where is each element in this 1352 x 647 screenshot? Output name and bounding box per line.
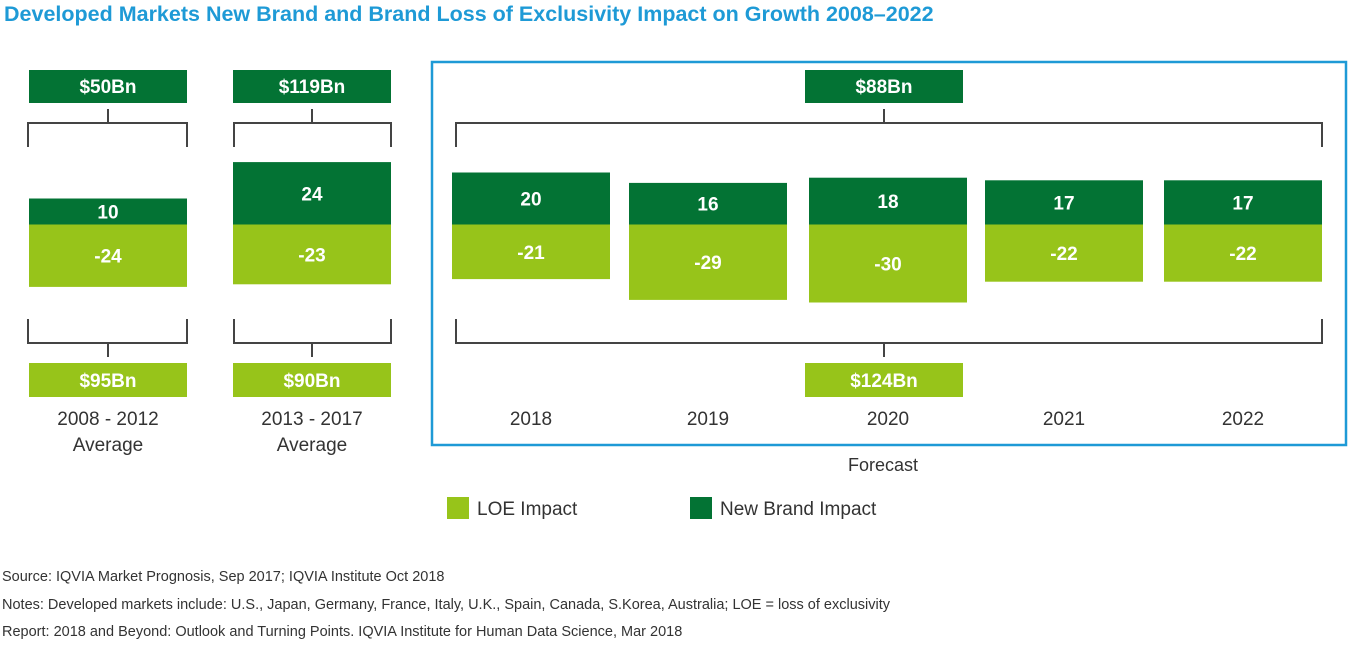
loe-value-label-0: -24: [94, 247, 122, 268]
loe-total-box-2: [805, 363, 963, 397]
chart-area: 10 -24 24 -23 20 -21 16 -29 18 -30 17 -22 17 -22 $50Bn…: [27, 60, 1348, 520]
new-brand-bar-2: [452, 172, 610, 225]
new-brand-bar-5: [985, 180, 1143, 225]
loe-total-box-0: [29, 363, 187, 397]
loe-value-label-5: -22: [1050, 244, 1077, 265]
new-brand-value-label-5: 17: [1053, 193, 1074, 214]
loe-bar-1: [233, 224, 391, 285]
new-brand-total-box-2: [805, 70, 963, 103]
category-label-3: 2019: [687, 409, 729, 430]
loe-bar-3: [629, 224, 787, 300]
bottom-bracket-0: [27, 319, 188, 357]
loe-bar-0: [29, 224, 187, 287]
category-label-2: 2018: [510, 409, 552, 430]
loe-total-box-1: [233, 363, 391, 397]
report-note: Report: 2018 and Beyond: Outlook and Tur…: [2, 624, 683, 640]
loe-total-label-2: $124Bn: [850, 371, 918, 392]
new-brand-total-box-1: [233, 70, 391, 103]
bottom-bracket-2: [455, 319, 1323, 357]
loe-bar-6: [1164, 224, 1322, 282]
category-label-6: 2022: [1222, 409, 1264, 430]
loe-bar-2: [452, 224, 610, 280]
new-brand-bar-1: [233, 162, 391, 225]
category-label-0: 2008 - 2012: [57, 409, 158, 430]
loe-value-label-2: -21: [517, 243, 545, 264]
chart-title: Developed Markets New Brand and Brand Lo…: [4, 2, 934, 26]
new-brand-value-label-6: 17: [1232, 193, 1253, 214]
bottom-bracket-1: [233, 319, 392, 357]
category-label-5: 2021: [1043, 409, 1085, 430]
loe-value-label-6: -22: [1229, 244, 1256, 265]
loe-value-label-3: -29: [694, 253, 721, 274]
notes-text: Notes: Developed markets include: U.S., …: [2, 597, 890, 613]
legend-swatch-1: [690, 497, 712, 519]
new-brand-value-label-1: 24: [301, 184, 323, 205]
top-bracket-1: [233, 109, 392, 147]
forecast-frame: [430, 60, 1348, 447]
new-brand-value-label-2: 20: [520, 190, 541, 211]
category-label-0-line2: Average: [73, 435, 143, 456]
new-brand-total-label-0: $50Bn: [79, 77, 136, 98]
new-brand-bar-3: [629, 182, 787, 225]
loe-value-label-1: -23: [298, 245, 325, 266]
legend-label-0: LOE Impact: [477, 499, 578, 520]
new-brand-total-box-0: [29, 70, 187, 103]
legend-swatch-0: [447, 497, 469, 519]
loe-total-label-0: $95Bn: [79, 371, 136, 392]
loe-bar-5: [985, 224, 1143, 282]
new-brand-total-label-1: $119Bn: [279, 77, 346, 98]
category-label-1-line2: Average: [277, 435, 347, 456]
new-brand-value-label-4: 18: [877, 192, 898, 213]
source-note: Source: IQVIA Market Prognosis, Sep 2017…: [2, 569, 445, 585]
category-label-1: 2013 - 2017: [261, 409, 362, 430]
new-brand-total-label-2: $88Bn: [855, 77, 912, 98]
category-label-4: 2020: [867, 409, 909, 430]
loe-total-label-1: $90Bn: [283, 371, 340, 392]
loe-value-label-4: -30: [874, 255, 901, 276]
new-brand-bar-6: [1164, 180, 1322, 225]
top-bracket-0: [27, 109, 188, 147]
loe-bar-4: [809, 224, 967, 303]
forecast-label: Forecast: [848, 455, 918, 475]
new-brand-value-label-3: 16: [697, 195, 718, 216]
new-brand-bar-0: [29, 198, 187, 225]
new-brand-bar-4: [809, 177, 967, 225]
legend-label-1: New Brand Impact: [720, 499, 877, 520]
new-brand-value-label-0: 10: [97, 203, 118, 224]
top-bracket-2: [455, 109, 1323, 147]
